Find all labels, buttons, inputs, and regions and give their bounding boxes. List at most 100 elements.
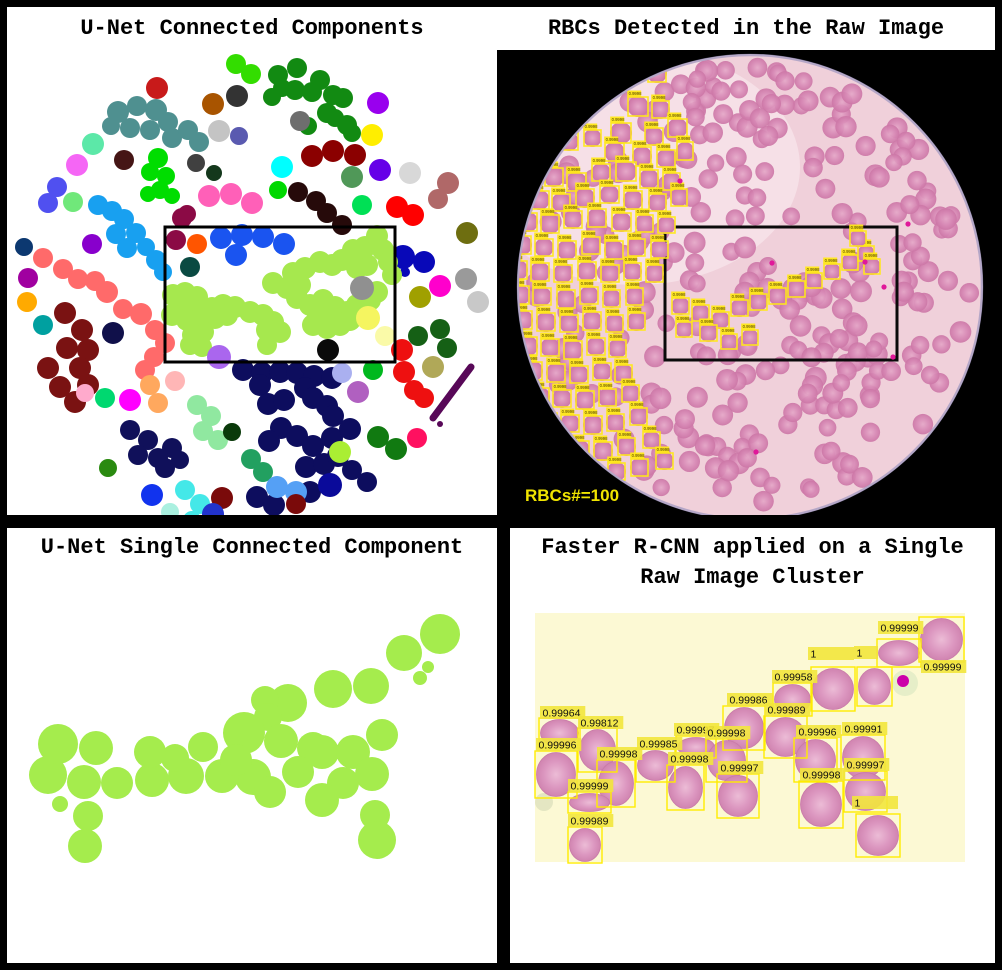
svg-text:0.9998: 0.9998 (865, 253, 878, 258)
svg-text:0.9998: 0.9998 (565, 335, 578, 340)
svg-text:0.9998: 0.9998 (561, 127, 574, 132)
svg-text:0.9998: 0.9998 (525, 356, 538, 361)
svg-text:0.9998: 0.9998 (678, 136, 691, 141)
svg-text:0.9998: 0.9998 (612, 117, 625, 122)
title-rbcs-detected: RBCs Detected in the Raw Image (547, 16, 945, 41)
svg-text:0.9998: 0.9998 (664, 167, 677, 172)
svg-text:0.9998: 0.9998 (568, 167, 581, 172)
single-component-image (29, 614, 460, 863)
svg-text:0.9998: 0.9998 (658, 144, 671, 149)
svg-text:1: 1 (857, 648, 863, 660)
svg-text:0.9998: 0.9998 (601, 180, 614, 185)
svg-text:0.99812: 0.99812 (581, 718, 619, 730)
svg-text:0.9998: 0.9998 (577, 183, 590, 188)
svg-text:0.9998: 0.9998 (558, 284, 571, 289)
svg-text:0.9998: 0.9998 (581, 281, 594, 286)
svg-text:0.9998: 0.9998 (673, 292, 686, 297)
svg-text:0.9998: 0.9998 (595, 436, 608, 441)
svg-text:0.99997: 0.99997 (721, 763, 759, 775)
svg-text:0.9998: 0.9998 (657, 447, 670, 452)
rbc-field-layer: 0.9998 0.9998 0.9998 0.9998 0.9998 0.9998 0.99… (512, 53, 984, 515)
title-unet-single-component: U-Net Single Connected Component (40, 535, 464, 560)
svg-text:0.9998: 0.9998 (649, 58, 662, 63)
svg-text:0.9998: 0.9998 (534, 282, 547, 287)
svg-text:0.9998: 0.9998 (722, 328, 735, 333)
svg-text:0.9998: 0.9998 (693, 299, 706, 304)
svg-text:0.9998: 0.9998 (751, 288, 764, 293)
svg-text:0.9998: 0.9998 (606, 235, 619, 240)
svg-text:0.9998: 0.9998 (577, 385, 590, 390)
panel-faster-rcnn-cluster: Faster R-CNN applied on a Single Raw Ima… (510, 528, 995, 963)
svg-text:0.9998: 0.9998 (629, 91, 642, 96)
svg-text:0.9998: 0.9998 (579, 256, 592, 261)
unet-components-image (15, 54, 489, 515)
title-faster-rcnn-line1: Faster R-CNN applied on a Single (541, 535, 964, 560)
svg-text:0.9998: 0.9998 (770, 282, 783, 287)
svg-text:0.9998: 0.9998 (632, 453, 645, 458)
svg-text:0.99998: 0.99998 (803, 770, 841, 782)
svg-text:0.9998: 0.9998 (593, 158, 606, 163)
svg-text:0.99998: 0.99998 (708, 728, 746, 740)
svg-text:0.99999: 0.99999 (924, 662, 962, 674)
svg-text:0.99991: 0.99991 (845, 724, 883, 736)
svg-text:0.9998: 0.9998 (555, 259, 568, 264)
svg-text:0.9998: 0.9998 (623, 379, 636, 384)
svg-text:0.9998: 0.9998 (609, 457, 622, 462)
svg-text:0.9998: 0.9998 (743, 324, 756, 329)
svg-text:0.99999: 0.99999 (881, 623, 919, 635)
svg-text:0.99999: 0.99999 (571, 781, 609, 793)
svg-text:0.9998: 0.9998 (637, 209, 650, 214)
svg-text:0.9998: 0.9998 (542, 209, 555, 214)
svg-text:0.9998: 0.9998 (617, 156, 630, 161)
svg-text:0.9998: 0.9998 (732, 294, 745, 299)
panel-rbcs-raw-image: 0.9998 0.9998 0.9998 0.9998 0.9998 0.9998 0.99… (497, 50, 995, 515)
svg-text:0.9998: 0.9998 (669, 113, 682, 118)
svg-text:0.9998: 0.9998 (843, 249, 856, 254)
svg-text:0.9998: 0.9998 (548, 358, 561, 363)
svg-text:0.9998: 0.9998 (553, 188, 566, 193)
svg-text:0.9998: 0.9998 (650, 188, 663, 193)
svg-text:0.99996: 0.99996 (539, 740, 577, 752)
svg-text:0.9998: 0.9998 (572, 435, 585, 440)
svg-text:0.9998: 0.9998 (701, 319, 714, 324)
title-faster-rcnn-line2: Raw Image Cluster (640, 565, 865, 590)
svg-text:0.9998: 0.9998 (851, 225, 864, 230)
svg-text:0.9998: 0.9998 (608, 408, 621, 413)
svg-text:0.9998: 0.9998 (584, 306, 597, 311)
svg-text:0.9998: 0.9998 (532, 257, 545, 262)
svg-text:0.9998: 0.9998 (610, 334, 623, 339)
svg-text:0.9998: 0.9998 (677, 316, 690, 321)
svg-text:0.9998: 0.9998 (807, 267, 820, 272)
svg-text:0.9998: 0.9998 (607, 309, 620, 314)
svg-text:0.9998: 0.9998 (604, 284, 617, 289)
svg-text:0.9998: 0.9998 (625, 185, 638, 190)
svg-text:0.9998: 0.9998 (554, 384, 567, 389)
svg-text:0.9998: 0.9998 (634, 141, 647, 146)
top-title-band: U-Net Connected Components RBCs Detected… (7, 7, 995, 50)
svg-text:1: 1 (855, 798, 861, 810)
svg-text:0.9998: 0.9998 (559, 235, 572, 240)
svg-text:0.99985: 0.99985 (640, 739, 678, 751)
svg-text:0.9998: 0.9998 (589, 203, 602, 208)
svg-text:0.9998: 0.9998 (538, 307, 551, 312)
svg-text:0.99989: 0.99989 (571, 816, 609, 828)
panel-unet-single-component: U-Net Single Connected Component (7, 528, 497, 963)
svg-text:0.9998: 0.9998 (616, 359, 629, 364)
svg-text:0.9998: 0.9998 (515, 305, 528, 310)
svg-text:0.9998: 0.9998 (600, 383, 613, 388)
svg-text:0.9998: 0.9998 (536, 233, 549, 238)
svg-text:0.9998: 0.9998 (646, 122, 659, 127)
svg-text:0.9998: 0.9998 (653, 95, 666, 100)
svg-text:0.9998: 0.9998 (825, 258, 838, 263)
svg-text:0.99998: 0.99998 (600, 749, 638, 761)
svg-text:0.9998: 0.9998 (602, 259, 615, 264)
svg-text:0.99998: 0.99998 (671, 754, 709, 766)
svg-text:0.9998: 0.9998 (631, 402, 644, 407)
svg-text:0.99989: 0.99989 (768, 705, 806, 717)
svg-text:0.9998: 0.9998 (512, 280, 525, 285)
svg-text:0.9998: 0.9998 (562, 458, 575, 463)
components-blob-layer (15, 54, 489, 515)
svg-text:0.9998: 0.9998 (565, 205, 578, 210)
